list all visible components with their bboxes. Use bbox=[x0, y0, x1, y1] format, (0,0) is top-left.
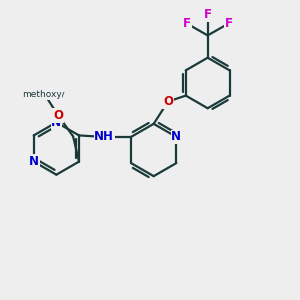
Text: NH: NH bbox=[94, 130, 114, 143]
Text: N: N bbox=[51, 116, 62, 129]
Text: N: N bbox=[171, 130, 181, 143]
Text: F: F bbox=[204, 8, 212, 21]
Text: O: O bbox=[163, 95, 173, 108]
Text: methoxy: methoxy bbox=[22, 90, 62, 99]
Text: methoxy: methoxy bbox=[25, 90, 65, 99]
Text: F: F bbox=[224, 17, 232, 30]
Text: N: N bbox=[29, 155, 39, 168]
Text: O: O bbox=[53, 109, 63, 122]
Text: F: F bbox=[183, 17, 191, 30]
